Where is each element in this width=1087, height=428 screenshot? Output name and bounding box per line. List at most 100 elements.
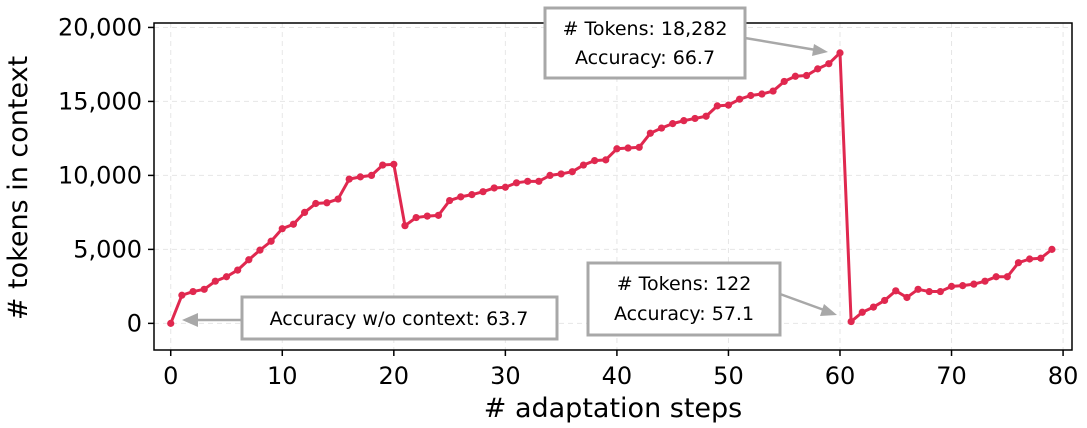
data-point	[401, 222, 409, 230]
data-point	[524, 177, 532, 185]
annotation-box	[240, 295, 559, 341]
data-point	[211, 277, 219, 285]
data-point	[1026, 255, 1034, 263]
data-point	[278, 225, 286, 233]
y-tick-label: 10,000	[58, 161, 142, 189]
tick-labels: 0 10 20 30 40 50 60 70 80 0 5,000 10,000 15,000 20,00…	[58, 13, 1078, 390]
data-point	[189, 287, 197, 296]
data-point	[791, 72, 799, 80]
x-tick-label: 80	[1048, 362, 1079, 390]
annotation-baseline-accuracy: Accuracy w/o context: 63.7	[182, 295, 559, 341]
data-point	[434, 211, 443, 219]
data-point	[747, 91, 755, 100]
data-point	[1037, 254, 1045, 262]
data-point	[602, 156, 610, 164]
y-tick-label: 0	[127, 309, 142, 337]
annotation-arrow-head	[182, 313, 198, 327]
annotation-arrow-head	[812, 44, 828, 56]
data-point	[936, 287, 944, 296]
data-point	[657, 124, 666, 132]
data-point	[479, 188, 487, 196]
data-point	[669, 120, 677, 128]
annotation-box	[586, 261, 782, 337]
data-point	[892, 287, 900, 295]
annotation-max-tokens: # Tokens: 18,282 Accuracy: 66.7	[543, 6, 828, 80]
data-point	[557, 170, 565, 178]
data-point	[713, 102, 721, 110]
data-point	[289, 220, 298, 228]
y-tick-label: 15,000	[58, 87, 142, 115]
data-point	[512, 179, 521, 187]
data-point	[579, 161, 588, 169]
data-point	[646, 129, 654, 137]
annotation-reset-tokens: # Tokens: 122 Accuracy: 57.1	[586, 261, 837, 337]
data-point	[256, 246, 264, 254]
annotation-arrow-head	[820, 304, 837, 316]
annotation-box	[543, 6, 747, 80]
data-point	[312, 199, 320, 208]
data-point	[624, 144, 632, 152]
data-point	[222, 273, 231, 281]
y-axis-title: # tokens in context	[3, 56, 34, 320]
data-point	[590, 157, 599, 165]
annotations: # Tokens: 18,282 Accuracy: 66.7 Accuracy…	[182, 6, 837, 341]
data-point	[780, 77, 788, 86]
data-point	[245, 256, 253, 264]
data-point	[680, 117, 688, 125]
data-point	[992, 273, 1000, 281]
annotation-line: Accuracy w/o context: 63.7	[270, 308, 529, 330]
data-point	[468, 191, 476, 199]
data-point	[178, 291, 186, 299]
data-point	[445, 196, 454, 205]
data-point	[736, 95, 744, 103]
data-point	[814, 65, 822, 73]
data-point	[390, 160, 398, 168]
data-point	[457, 193, 465, 201]
data-point	[836, 49, 844, 57]
series-tokens	[167, 49, 1056, 327]
y-tick-label: 5,000	[73, 235, 142, 263]
x-tick-label: 10	[267, 362, 298, 390]
data-point	[323, 199, 331, 207]
data-point	[847, 317, 855, 326]
data-point	[1003, 273, 1011, 281]
data-point	[334, 195, 342, 203]
data-point	[423, 212, 431, 220]
x-tick-label: 0	[163, 362, 178, 390]
data-point	[379, 161, 387, 169]
data-point	[546, 171, 554, 180]
annotation-arrow	[744, 36, 817, 52]
data-point	[702, 112, 710, 120]
data-point	[1048, 245, 1056, 253]
data-point	[947, 282, 956, 290]
data-point	[724, 101, 733, 109]
data-point	[234, 266, 242, 274]
x-tick-label: 20	[379, 362, 410, 390]
data-point	[568, 168, 576, 176]
data-point	[959, 282, 967, 290]
data-point	[1014, 259, 1023, 267]
data-point	[914, 285, 922, 293]
data-point	[356, 173, 364, 181]
x-tick-label: 30	[490, 362, 521, 390]
data-point	[635, 143, 643, 151]
data-point	[490, 184, 498, 192]
data-point	[903, 293, 911, 302]
data-point	[981, 277, 989, 285]
data-point	[858, 308, 866, 316]
data-point	[769, 87, 777, 95]
data-point	[167, 319, 175, 327]
annotation-line: # Tokens: 122	[617, 273, 752, 295]
x-tick-label: 60	[825, 362, 856, 390]
data-point	[267, 237, 275, 245]
data-point	[300, 208, 309, 216]
annotation-line: Accuracy: 66.7	[575, 47, 715, 69]
data-point	[613, 145, 621, 153]
annotation-line: Accuracy: 57.1	[614, 303, 754, 325]
data-point	[691, 114, 699, 123]
data-point	[869, 303, 878, 311]
data-point	[881, 296, 889, 305]
x-tick-label: 50	[713, 362, 744, 390]
data-point	[970, 280, 978, 288]
